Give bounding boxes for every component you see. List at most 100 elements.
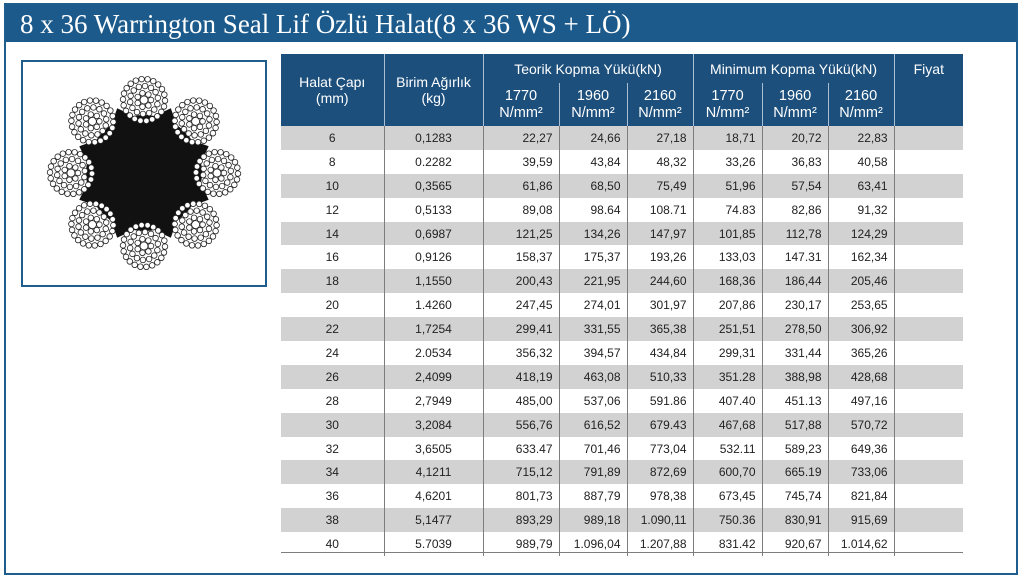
cell-diameter: 8	[281, 149, 384, 174]
cell-minimum-2160: 570,72	[827, 412, 895, 437]
table-row: 16 0,9126 158,37 175,37 193,26 133,03 147.31 16…	[281, 245, 964, 270]
cell-minimum-1770: 299,31	[692, 341, 763, 365]
cell-weight: 4,1211	[383, 460, 483, 485]
cell-weight: 5.7039	[383, 532, 483, 557]
cell-teorik-1770: 633.47	[482, 436, 559, 461]
header-grade: 2160 N/mm²	[827, 83, 895, 126]
cell-diameter: 16	[281, 245, 384, 270]
cell-weight: 0,5133	[383, 197, 483, 222]
cell-diameter: 28	[281, 388, 384, 413]
cell-diameter: 24	[281, 341, 384, 365]
cell-minimum-1770: 18,71	[692, 126, 763, 150]
cell-minimum-2160: 733,06	[827, 460, 895, 485]
strand	[171, 97, 220, 146]
header-grade: 1960 N/mm²	[761, 83, 829, 126]
table-row: 14 0,6987 121,25 134,26 147,97 101,85 112,78 12…	[281, 221, 964, 246]
cell-minimum-2160: 306,92	[827, 317, 895, 342]
grade-value: 1960	[778, 87, 812, 104]
grade-value: 1770	[711, 87, 744, 104]
cell-weight: 0.2282	[383, 149, 483, 174]
cell-teorik-2160: 147,97	[626, 221, 694, 246]
cell-teorik-1960: 887,79	[558, 484, 627, 509]
strand	[119, 75, 169, 125]
cell-teorik-1960: 134,26	[558, 221, 627, 246]
cell-minimum-1770: 33,26	[692, 149, 763, 174]
grade-unit: N/mm²	[571, 104, 615, 121]
cell-price	[893, 197, 964, 222]
table-row: 12 0,5133 89,08 98.64 108.71 74.83 82,86 91,32	[281, 197, 964, 222]
cell-teorik-1770: 247,45	[482, 293, 559, 318]
cell-teorik-1960: 68,50	[558, 173, 627, 198]
cell-teorik-1770: 200,43	[482, 269, 559, 294]
cell-price	[893, 245, 964, 270]
rope-cross-section-image	[21, 60, 267, 287]
cell-weight: 3,6505	[383, 436, 483, 461]
cell-minimum-2160: 63,41	[827, 173, 895, 198]
cell-minimum-2160: 22,83	[827, 126, 895, 150]
cell-teorik-2160: 75,49	[626, 173, 694, 198]
grade-value: 2160	[844, 87, 878, 104]
cell-minimum-1960: 830,91	[761, 508, 829, 533]
table-row: 6 0,1283 22,27 24,66 27,18 18,71 20,72 22,83	[281, 126, 964, 150]
strand	[68, 200, 117, 249]
cell-diameter: 40	[281, 532, 384, 557]
cell-teorik-1770: 22,27	[482, 126, 559, 150]
cell-minimum-1770: 133,03	[692, 245, 763, 270]
cell-price	[893, 388, 964, 413]
cell-teorik-1960: 1.096,04	[558, 532, 627, 557]
cell-minimum-1960: 278,50	[761, 317, 829, 342]
table-row: 38 5,1477 893,29 989,18 1.090,11 750.36 830,91…	[281, 508, 964, 533]
cell-minimum-1960: 517,88	[761, 412, 829, 437]
grade-unit: N/mm²	[499, 104, 543, 121]
cell-weight: 2.0534	[383, 341, 483, 365]
cell-minimum-1960: 331,44	[761, 341, 829, 365]
cell-teorik-1770: 89,08	[482, 197, 559, 222]
cell-price	[893, 460, 964, 485]
header-minimum: Minimum Kopma Yükü(kN)	[692, 54, 895, 83]
grade-value: 1770	[504, 87, 538, 104]
strand	[68, 97, 117, 146]
cell-weight: 0,1283	[383, 126, 483, 150]
cell-teorik-1960: 616,52	[558, 412, 627, 437]
header-grade: 1770 N/mm²	[482, 83, 559, 126]
cell-teorik-1770: 121,25	[482, 221, 559, 246]
cell-minimum-2160: 497,16	[827, 388, 895, 413]
cell-teorik-2160: 1.090,11	[626, 508, 694, 533]
grade-value: 1960	[576, 87, 610, 104]
cell-weight: 0,9126	[383, 245, 483, 270]
cell-diameter: 20	[281, 293, 384, 318]
cell-weight: 1,1550	[383, 269, 483, 294]
cell-teorik-1960: 394,57	[558, 341, 627, 365]
cell-diameter: 12	[281, 197, 384, 222]
cell-minimum-1770: 74.83	[692, 197, 763, 222]
cell-teorik-1960: 175,37	[558, 245, 627, 270]
cell-price	[893, 508, 964, 533]
cell-teorik-2160: 434,84	[626, 341, 694, 365]
strand	[119, 221, 169, 271]
cell-minimum-2160: 40,58	[827, 149, 895, 174]
cell-diameter: 38	[281, 508, 384, 533]
page-title: 8 x 36 Warrington Seal Lif Özlü Halat(8 …	[20, 9, 631, 39]
cell-minimum-1770: 532.11	[692, 436, 763, 461]
cell-minimum-1960: 36,83	[761, 149, 829, 174]
grade-unit: N/mm²	[638, 104, 682, 121]
cell-minimum-2160: 428,68	[827, 364, 895, 389]
header-price: Fiyat	[893, 54, 964, 83]
cell-minimum-2160: 365,26	[827, 341, 895, 365]
table-row: 24 2.0534 356,32 394,57 434,84 299,31 331,44 36…	[281, 341, 964, 365]
table-row: 20 1.4260 247,45 274,01 301,97 207,86 230,17 25…	[281, 293, 964, 318]
cell-teorik-1770: 893,29	[482, 508, 559, 533]
grade-unit: N/mm²	[839, 104, 883, 121]
cell-minimum-1960: 186,44	[761, 269, 829, 294]
strand	[171, 200, 220, 249]
header-diameter-unit: (mm)	[315, 90, 349, 106]
cell-weight: 4,6201	[383, 484, 483, 509]
cell-minimum-1960: 147.31	[761, 245, 829, 270]
table-row: 34 4,1211 715,12 791,89 872,69 600,70 665.19 73…	[281, 460, 964, 485]
cell-minimum-1960: 451.13	[761, 388, 829, 413]
cell-minimum-1770: 600,70	[692, 460, 763, 485]
cell-teorik-1770: 989,79	[482, 532, 559, 557]
header-weight-unit: (kg)	[421, 90, 446, 106]
cell-price	[893, 269, 964, 294]
strand	[192, 148, 242, 198]
